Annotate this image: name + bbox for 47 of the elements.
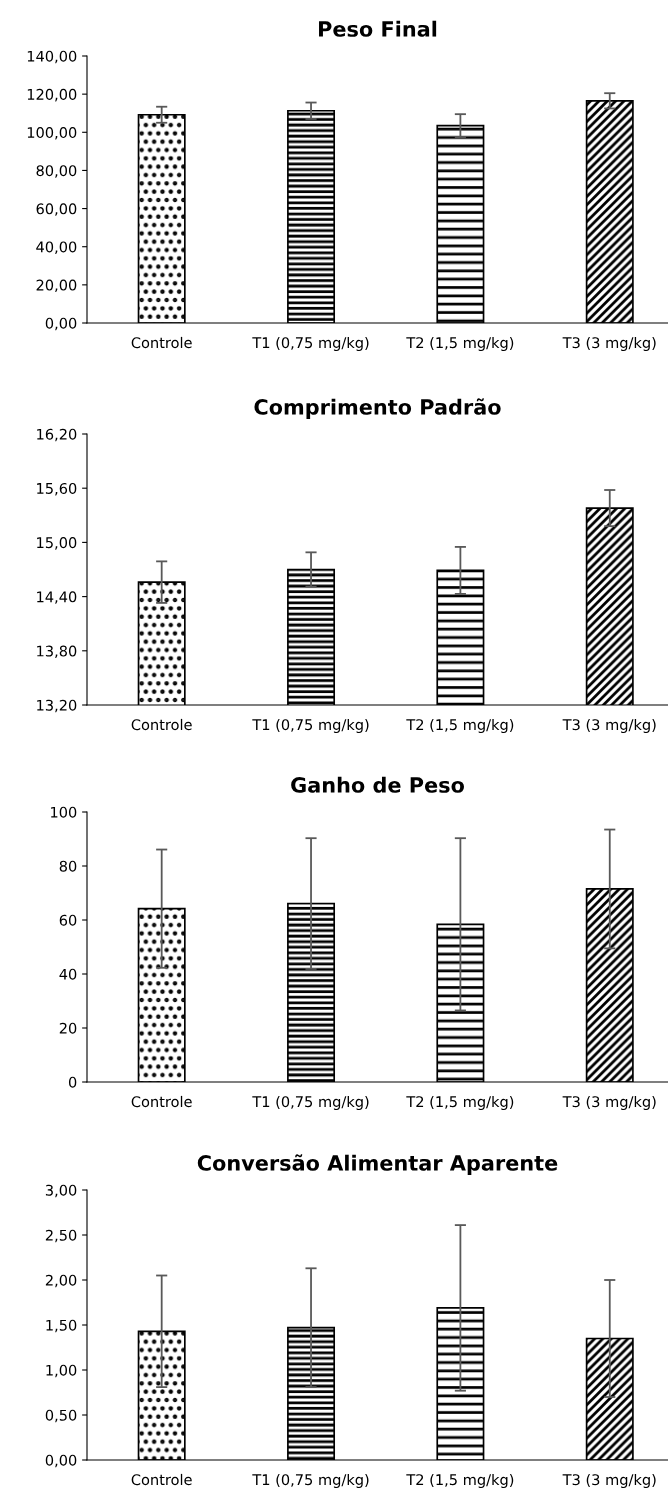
y-tick-label: 2,50 <box>45 1229 77 1243</box>
y-tick-label: 14,40 <box>37 591 77 604</box>
x-tick-label: T1 (0,75 mg/kg) <box>252 718 369 733</box>
y-tick-label: 15,00 <box>37 537 77 550</box>
y-tick-label: 16,20 <box>37 428 77 442</box>
y-tick-label: 1,50 <box>46 1319 77 1333</box>
x-tick-label: T3 (3 mg/kg) <box>562 718 656 733</box>
x-tick-label: T2 (1,5 mg/kg) <box>406 336 514 351</box>
y-tick-label: 1,00 <box>46 1364 77 1378</box>
x-tick-label: T3 (3 mg/kg) <box>562 336 656 351</box>
y-tick-label: 60 <box>59 914 77 926</box>
y-tick-label: 0,00 <box>45 1454 77 1468</box>
y-tick-label: 13,80 <box>37 645 77 659</box>
chart-title: Ganho de Peso <box>291 776 464 793</box>
y-tick-label: 40 <box>59 968 77 980</box>
y-tick-label: 100 <box>51 806 77 818</box>
y-tick-label: 80 <box>59 860 77 872</box>
y-tick-label: 3,00 <box>45 1184 77 1198</box>
y-tick-label: 140,00 <box>27 50 77 64</box>
x-tick-label: T2 (1,5 mg/kg) <box>406 1095 514 1110</box>
x-tick-label: Controle <box>131 1095 192 1108</box>
x-tick-label: T3 (3 mg/kg) <box>562 1095 656 1110</box>
y-tick-label: 20,00 <box>36 279 77 293</box>
y-tick-label: 2,00 <box>45 1274 77 1288</box>
x-tick-label: Controle <box>131 336 192 349</box>
x-tick-label: T1 (0,75 mg/kg) <box>252 1095 369 1110</box>
y-tick-label: 15,60 <box>37 482 77 496</box>
x-tick-label: T1 (0,75 mg/kg) <box>252 336 369 351</box>
chart-title: Comprimento Padrão <box>254 398 501 419</box>
x-tick-label: T1 (0,75 mg/kg) <box>252 1473 369 1488</box>
x-tick-label: T2 (1,5 mg/kg) <box>406 1473 514 1488</box>
x-tick-label: T3 (3 mg/kg) <box>562 1473 656 1488</box>
x-tick-label: Controle <box>131 718 192 731</box>
y-tick-label: 20 <box>59 1022 77 1034</box>
y-tick-label: 80,00 <box>36 165 77 178</box>
x-tick-label: Controle <box>131 1473 192 1486</box>
y-tick-label: 100,00 <box>27 127 77 140</box>
y-tick-label: 0,50 <box>45 1409 77 1423</box>
y-tick-label: 0 <box>68 1076 77 1088</box>
y-tick-label: 13,20 <box>37 699 77 713</box>
y-tick-label: 0,00 <box>45 317 77 331</box>
y-tick-label: 40,00 <box>36 241 77 254</box>
x-tick-label: T2 (1,5 mg/kg) <box>406 718 514 733</box>
y-tick-label: 120,00 <box>27 88 77 102</box>
y-tick-label: 60,00 <box>36 203 77 216</box>
chart-title: Conversão Alimentar Aparente <box>197 1154 558 1175</box>
chart-title: Peso Final <box>319 20 437 37</box>
